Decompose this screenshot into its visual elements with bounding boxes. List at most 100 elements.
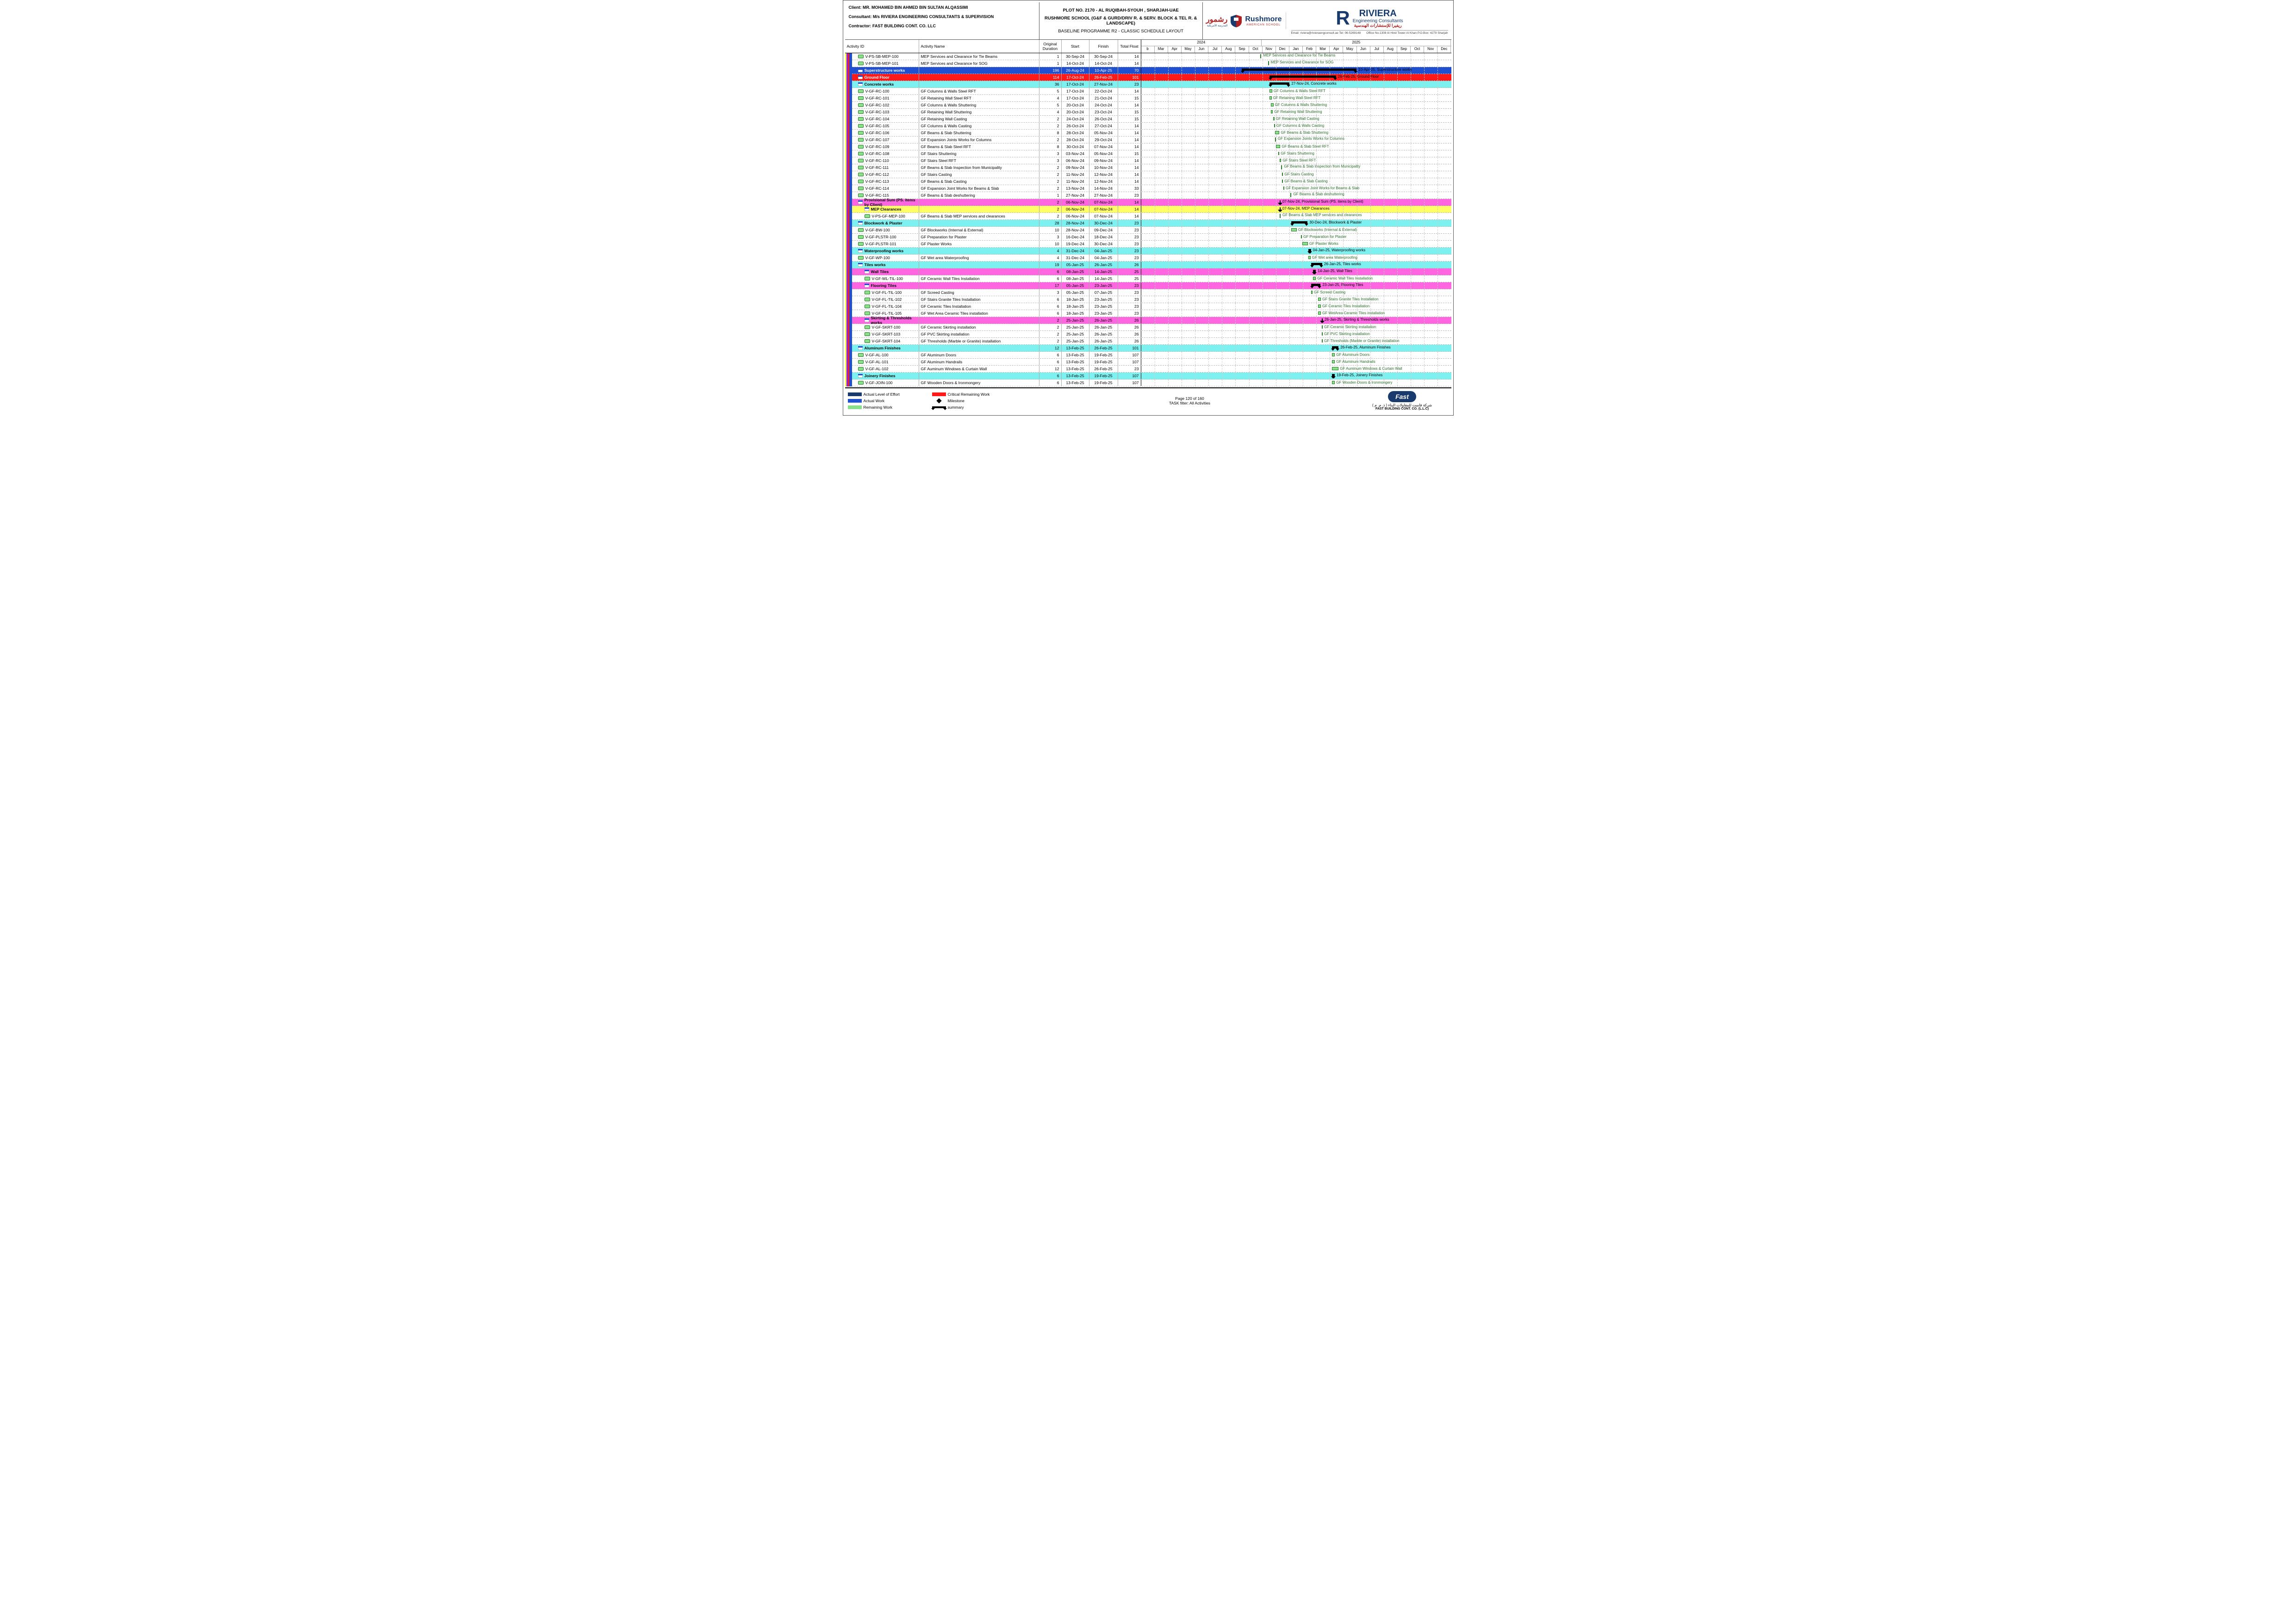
gantt-cell: 10-Apr-25, Superstructure works bbox=[1141, 67, 1451, 74]
gantt-cell: 07-Nov-24, Provisional Sum (PS. items by… bbox=[1141, 199, 1451, 205]
footer-center: Page 120 of 160 TASK filter: All Activit… bbox=[1024, 396, 1356, 405]
task-icon bbox=[858, 235, 864, 239]
group-row: Provisional Sum (PS. items by Client)206… bbox=[845, 199, 1451, 206]
legend-item: Critical Remaining Work bbox=[932, 392, 1011, 397]
gantt-cell: GF Beams & Slab Shuttering bbox=[1141, 130, 1451, 136]
gantt-cell: GF Beams & Slab deshuttering bbox=[1141, 192, 1451, 199]
gantt-cell: GF PVC Skirting installation bbox=[1141, 331, 1451, 337]
group-icon bbox=[858, 374, 863, 378]
group-row: Flooring Tiles1705-Jan-2523-Jan-252323-J… bbox=[845, 282, 1451, 289]
gantt-bar: GF WetArea Ceramic Tiles installation bbox=[1318, 311, 1321, 315]
task-icon bbox=[858, 62, 864, 65]
gantt-cell: GF Wet area Waterproofing bbox=[1141, 255, 1451, 261]
gantt-bar: 07-Nov-24, Provisional Sum (PS. items by… bbox=[1280, 200, 1281, 203]
gantt-cell: GF Beams & Slab Inspection from Municipa… bbox=[1141, 164, 1451, 171]
page: Client: MR. MOHAMED BIN AHMED BIN SULTAN… bbox=[843, 0, 1454, 416]
task-icon bbox=[865, 291, 870, 294]
gantt-cell: GF Stairs Steel RFT bbox=[1141, 157, 1451, 164]
task-icon bbox=[858, 152, 864, 156]
group-icon bbox=[865, 318, 869, 322]
task-icon bbox=[865, 332, 870, 336]
gantt-cell: GF Auminum Windows & Curtain Wall bbox=[1141, 366, 1451, 372]
project-name: RUSHMORE SCHOOL (G&F & GURD/DRIV R. & SE… bbox=[1042, 16, 1200, 26]
gantt-cell: 14-Jan-25, Wall Tiles bbox=[1141, 268, 1451, 275]
gantt-bar: GF Beams & Slab Casting bbox=[1282, 180, 1283, 183]
task-icon bbox=[858, 256, 864, 260]
gantt-cell: GF Retaining Wall Shuttering bbox=[1141, 109, 1451, 115]
gantt-bar: 07-Nov-24, MEP Clearances bbox=[1280, 207, 1281, 210]
gantt-cell: GF Expansion Joints Works for Columns bbox=[1141, 137, 1451, 143]
group-row: Waterproofing works431-Dec-2404-Jan-2523… bbox=[845, 248, 1451, 255]
group-icon bbox=[858, 221, 863, 225]
task-row: V-PS-SB-MEP-101MEP Services and Clearanc… bbox=[845, 60, 1451, 67]
gantt-cell: 26-Jan-25, Skirting & Thresholds works bbox=[1141, 317, 1451, 324]
task-icon bbox=[865, 311, 870, 315]
gantt-bar: GF Auminum Windows & Curtain Wall bbox=[1332, 367, 1339, 370]
group-row: MEP Clearances206-Nov-2407-Nov-241407-No… bbox=[845, 206, 1451, 213]
group-icon bbox=[858, 82, 863, 86]
col-duration: Original Duration bbox=[1039, 40, 1062, 53]
gantt-bar: 30-Dec-24, Blockwork & Plaster bbox=[1291, 221, 1308, 224]
left-stripes bbox=[845, 53, 852, 386]
plot-no: PLOT NO. 2170 - AL RUQIBAH-SYOUH , SHARJ… bbox=[1042, 8, 1200, 13]
gantt-bar: GF Beams & Slab Inspection from Municipa… bbox=[1281, 165, 1282, 169]
task-row: V-GF-RC-109GF Beams & Slab Steel RFT830-… bbox=[845, 143, 1451, 150]
task-icon bbox=[858, 159, 864, 162]
group-row: Joinery Finishes613-Feb-2519-Feb-2510719… bbox=[845, 373, 1451, 380]
gantt-bar: GF Retaining Wall Steel RFT bbox=[1269, 96, 1272, 100]
gantt-cell: GF Ceramic Wall Tiles Installation bbox=[1141, 275, 1451, 282]
gantt-bar: GF Aluminum Handrails bbox=[1332, 360, 1335, 363]
legend: Actual Level of EffortCritical Remaining… bbox=[848, 392, 1024, 410]
group-icon bbox=[858, 68, 863, 72]
gantt-cell: 27-Nov-24, Concrete works bbox=[1141, 81, 1451, 87]
group-row: Ground Floor11417-Oct-2426-Feb-2510126-F… bbox=[845, 74, 1451, 81]
gantt-bar: GF PVC Skirting installation bbox=[1322, 332, 1323, 336]
gantt-bar: GF Columns & Walls Casting bbox=[1274, 124, 1275, 127]
gantt-bar: 10-Apr-25, Superstructure works bbox=[1242, 68, 1356, 71]
header: Client: MR. MOHAMED BIN AHMED BIN SULTAN… bbox=[845, 2, 1451, 40]
gantt-cell: GF Ceramic Skirting installation bbox=[1141, 324, 1451, 330]
gantt-bar: 27-Nov-24, Concrete works bbox=[1269, 82, 1290, 85]
task-icon bbox=[858, 138, 864, 142]
gantt-bar: GF Stairs Granite Tiles Installation bbox=[1318, 298, 1321, 301]
gantt-bar: 14-Jan-25, Wall Tiles bbox=[1313, 270, 1316, 272]
gantt-bar: GF Beams & Slab Shuttering bbox=[1275, 131, 1279, 134]
task-icon bbox=[858, 360, 864, 364]
legend-swatch bbox=[848, 405, 862, 409]
task-row: V-GF-FL-TIL-104GF Ceramic Tiles Installa… bbox=[845, 303, 1451, 310]
client: Client: MR. MOHAMED BIN AHMED BIN SULTAN… bbox=[849, 5, 968, 10]
gantt-cell: GF Columns & Walls Steel RFT bbox=[1141, 88, 1451, 94]
task-row: V-GF-FL-TIL-102GF Stairs Granite Tiles I… bbox=[845, 296, 1451, 303]
task-row: V-GF-AL-101GF Aluminum Handrails613-Feb-… bbox=[845, 359, 1451, 366]
task-row: V-GF-FL-TIL-105GF Wet Area Ceramic Tiles… bbox=[845, 310, 1451, 317]
gantt-cell: GF Aluminum Doors bbox=[1141, 352, 1451, 358]
col-activity-id: Activity ID bbox=[845, 40, 919, 53]
gantt-cell: GF Retaining Wall Casting bbox=[1141, 116, 1451, 122]
gantt-bar: GF Thresholds (Marble or Granite) instal… bbox=[1322, 339, 1323, 342]
gantt-bar: GF Retaining Wall Casting bbox=[1273, 117, 1275, 120]
gantt-cell: MEP Services and Clearance for Tie Beams bbox=[1141, 53, 1451, 60]
gantt-cell: GF Beams & Slab Steel RFT bbox=[1141, 143, 1451, 150]
consultant: Consultant: M/s RIVIERA ENGINEERING CONS… bbox=[849, 14, 994, 19]
task-icon bbox=[858, 228, 864, 232]
gantt-bar: GF Expansion Joint Works for Beams & Sla… bbox=[1283, 187, 1284, 190]
gantt-cell: GF Beams & Slab Casting bbox=[1141, 178, 1451, 185]
gantt-bar: GF Plaster Works bbox=[1302, 242, 1308, 245]
task-row: V-GF-SKRT-103GF PVC Skirting installatio… bbox=[845, 331, 1451, 338]
gantt-cell: GF WetArea Ceramic Tiles installation bbox=[1141, 310, 1451, 317]
gantt-cell: 26-Feb-25, Ground Floor bbox=[1141, 74, 1451, 81]
gantt-bar: GF Expansion Joints Works for Columns bbox=[1275, 137, 1276, 142]
task-row: V-GF-AL-100GF Aluminum Doors613-Feb-2519… bbox=[845, 352, 1451, 359]
gantt-cell: GF Screed Casting bbox=[1141, 289, 1451, 296]
fast-logo: Fast bbox=[1388, 391, 1416, 402]
gantt-bar: GF Wooden Doors & Ironmongery bbox=[1332, 381, 1335, 384]
task-row: V-GF-RC-115GF Beams & Slab deshuttering1… bbox=[845, 192, 1451, 199]
task-icon bbox=[858, 173, 864, 176]
gantt-cell: GF Thresholds (Marble or Granite) instal… bbox=[1141, 338, 1451, 344]
gantt-cell: GF Stairs Granite Tiles Installation bbox=[1141, 296, 1451, 303]
footer-right: Fast شركة فاست للمقاولات البناء ( ذ. م. … bbox=[1356, 391, 1449, 411]
task-row: V-GF-RC-110GF Stairs Steel RFT306-Nov-24… bbox=[845, 157, 1451, 164]
task-row: V-GF-SKRT-104GF Thresholds (Marble or Gr… bbox=[845, 338, 1451, 345]
gantt-bar: MEP Services and Clearance for Tie Beams bbox=[1260, 54, 1261, 58]
gantt-bar: 26-Feb-25, Ground Floor bbox=[1269, 75, 1336, 78]
